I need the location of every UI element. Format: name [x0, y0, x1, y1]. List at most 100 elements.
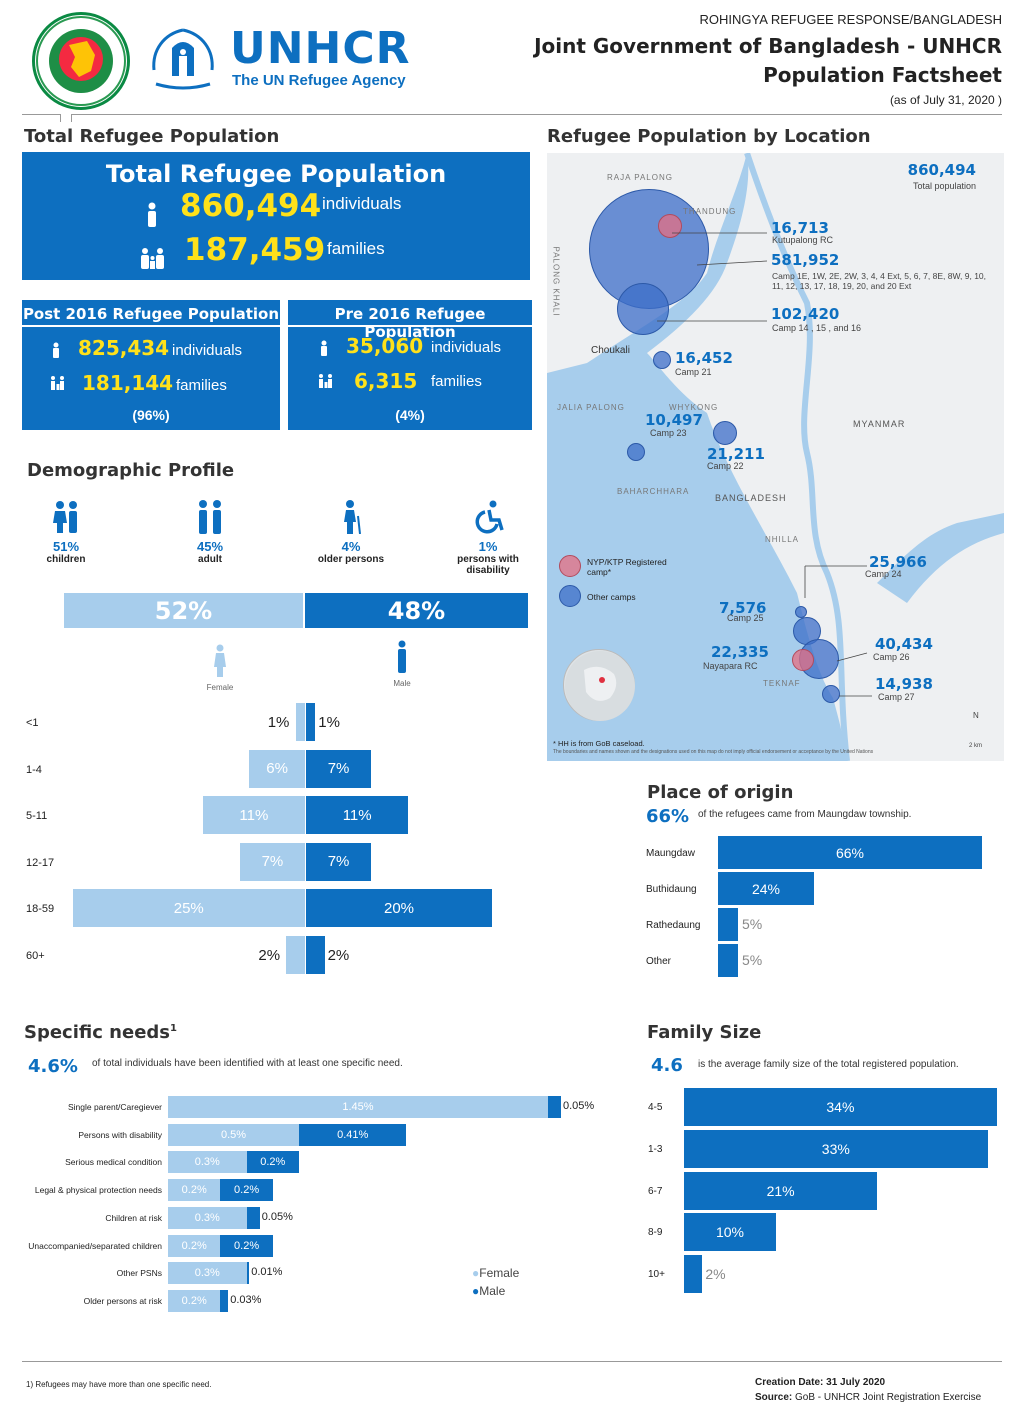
header-line2: Joint Government of Bangladesh - UNHCR — [534, 34, 1002, 58]
male-icon — [378, 640, 426, 679]
pyramid-age-label: <1 — [26, 717, 39, 729]
place-palong-khali: PALONG KHALI — [551, 246, 561, 317]
total-families-label: families — [327, 239, 385, 258]
needs-bar-male — [547, 1096, 561, 1118]
marker-camp22[interactable] — [713, 421, 737, 445]
family-row-label: 6-7 — [648, 1185, 663, 1197]
marker-camp21[interactable] — [653, 351, 671, 369]
pyramid-bar-male — [306, 935, 325, 974]
legend-dot-female: ● — [472, 1266, 480, 1280]
needs-title: Specific needs1 — [24, 1022, 177, 1043]
marker-nayapara[interactable] — [792, 649, 814, 671]
pre2016-individuals-label: individuals — [431, 339, 502, 356]
needs-bar-male: 0.2% — [220, 1234, 273, 1257]
map-c22-label: Camp 22 — [707, 461, 744, 471]
family-row-label: 4-5 — [648, 1102, 663, 1113]
pyramid-bar-female: 6% — [249, 749, 305, 788]
map-c27-num: 14,938 — [875, 675, 933, 693]
demo-older: 4% older persons — [306, 500, 396, 565]
header-divider-notch — [60, 114, 72, 122]
demo-pct-children: 51% — [52, 539, 80, 554]
needs-row-label: Older persons at risk — [83, 1295, 162, 1306]
marker-camp14[interactable] — [617, 283, 669, 335]
family-bar: 10% — [684, 1213, 776, 1252]
needs-row-label: Legal & physical protection needs — [34, 1185, 162, 1196]
map-c21-num: 16,452 — [675, 349, 733, 367]
map-c14-label: Camp 14 , 15 , and 16 — [772, 323, 862, 333]
map-c27-label: Camp 27 — [878, 692, 915, 702]
family-title: Family Size — [647, 1022, 762, 1043]
map-nayapara-num: 22,335 — [711, 643, 769, 661]
female-label: Female — [206, 683, 234, 692]
origin-row-label: Buthidaung — [646, 884, 697, 895]
female-marker: Female — [196, 644, 244, 692]
pyramid-bar-male: 11% — [306, 796, 409, 834]
map-camps-num: 581,952 — [771, 251, 840, 269]
map-c24-label: Camp 24 — [865, 569, 902, 579]
marker-camp24[interactable] — [793, 617, 821, 645]
marker-kutupalong[interactable] — [658, 214, 682, 238]
family-headline-text: is the average family size of the total … — [698, 1059, 959, 1070]
total-box-title: Total Refugee Population — [105, 160, 447, 188]
header-line3: Population Factsheet — [763, 63, 1002, 87]
legend-red-label: NYP/KTP Registered camp* — [587, 557, 667, 577]
demo-label-older: older persons — [317, 554, 385, 565]
needs-row-label: Children at risk — [105, 1212, 162, 1223]
needs-bar-female: 0.3% — [168, 1151, 247, 1174]
origin-headline-text: of the refugees came from Maungdaw towns… — [698, 809, 912, 820]
pre2016-box: Pre 2016 Refugee Population 35,060 indiv… — [288, 300, 532, 430]
needs-row-label: Serious medical condition — [65, 1157, 162, 1168]
family-row-label: 8-9 — [648, 1227, 663, 1239]
family-bar: 21% — [684, 1171, 878, 1210]
male-label: Male — [393, 679, 411, 688]
demo-label-disability: persons with disability — [457, 554, 519, 576]
needs-bar-female: 0.5% — [168, 1123, 299, 1146]
needs-row-label: Unaccompanied/separated children — [28, 1240, 162, 1251]
north-arrow-icon: N — [973, 711, 979, 720]
map-footnote: * HH is from GoB caseload. — [553, 739, 645, 748]
origin-row-label: Other — [646, 956, 672, 967]
needs-headline-text: of total individuals have been identifie… — [92, 1058, 403, 1069]
demo-pct-older: 4% — [341, 539, 361, 554]
pyramid-label-female: 2% — [258, 946, 281, 964]
demo-adults: 45% adult — [170, 500, 250, 565]
pyramid-age-label: 5-11 — [26, 810, 48, 822]
pyramid-label-male: 1% — [318, 714, 340, 731]
male-share-label: 48% — [387, 596, 446, 625]
source-value: GoB - UNHCR Joint Registration Exercise — [795, 1392, 982, 1403]
place-raja-palong: RAJA PALONG — [607, 173, 673, 182]
pyramid-bar-female: 7% — [239, 842, 305, 881]
post2016-families: 181,144 — [82, 371, 174, 395]
female-share-bar: 52% — [64, 593, 303, 628]
needs-title-sup: 1 — [170, 1023, 177, 1034]
map-c24-num: 25,966 — [869, 553, 927, 571]
unhcr-logo: UNHCR The UN Refugee Agency — [146, 26, 416, 96]
marker-camp27[interactable] — [822, 685, 840, 703]
female-share-label: 52% — [154, 596, 213, 625]
map-c23-label: Camp 23 — [650, 428, 687, 438]
marker-camp23[interactable] — [627, 443, 645, 461]
needs-bar-female: 0.2% — [168, 1234, 221, 1257]
male-marker: Male — [378, 640, 426, 688]
pyramid-age-label: 12-17 — [26, 856, 55, 869]
header-line1: ROHINGYA REFUGEE RESPONSE/BANGLADESH — [699, 12, 1002, 27]
needs-bar-female: 0.2% — [168, 1289, 221, 1312]
bangladesh-emblem — [32, 12, 130, 110]
children-icon — [26, 500, 106, 539]
post2016-individuals-label: individuals — [172, 342, 243, 359]
demographic-title: Demographic Profile — [27, 460, 235, 481]
map-kutupalong-label: Kutupalong RC — [772, 235, 834, 245]
needs-legend-female: ●Female — [472, 1266, 519, 1280]
family-icon — [140, 248, 166, 275]
legend-blue-label: Other camps — [587, 592, 636, 602]
pyramid-bar-male: 7% — [306, 749, 372, 788]
place-teknaf: TEKNAF — [763, 679, 801, 688]
adults-icon — [170, 500, 250, 539]
footer-divider — [22, 1361, 1002, 1362]
family-row-label: 10+ — [648, 1269, 665, 1281]
place-thandung: THANDUNG — [683, 207, 737, 216]
needs-bar-male-label: 0.05% — [261, 1210, 293, 1223]
pre2016-title: Pre 2016 Refugee Population — [334, 305, 486, 341]
post2016-families-label: families — [176, 377, 227, 394]
person-icon — [146, 202, 158, 233]
